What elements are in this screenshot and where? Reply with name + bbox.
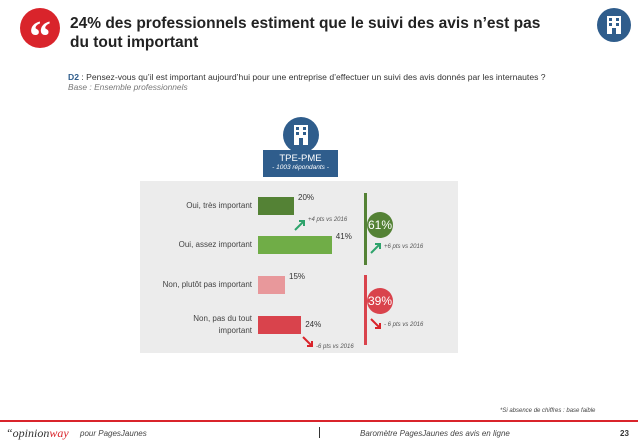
value-label: 41% xyxy=(335,232,352,241)
group-bracket xyxy=(364,275,367,345)
category-label: Oui, assez important xyxy=(178,240,252,249)
bar xyxy=(258,197,294,215)
category-label: Non, pas du tout important xyxy=(193,314,252,335)
trend-up-arrow xyxy=(294,220,305,231)
segment-subtitle: - 1003 répondants - xyxy=(272,164,329,171)
segment-title: TPE-PME xyxy=(279,153,322,164)
page-title: 24% des professionnels estiment que le s… xyxy=(70,15,541,51)
total-circle: 61% xyxy=(367,212,393,238)
trend-down-arrow xyxy=(370,318,381,329)
footer-separator xyxy=(319,427,320,438)
building-icon xyxy=(283,117,319,153)
total-evolution-label: +6 pts vs 2016 xyxy=(384,244,424,250)
opinionway-logo: “opinionway xyxy=(6,426,69,440)
evolution-label: +4 pts vs 2016 xyxy=(308,217,348,223)
value-label: 20% xyxy=(298,193,315,202)
question-code: D2 xyxy=(68,72,79,82)
footer-divider xyxy=(0,420,638,422)
category-label: Oui, très important xyxy=(186,201,252,210)
bar xyxy=(258,276,285,294)
evolution-label: -6 pts vs 2016 xyxy=(316,344,354,350)
study-name: Baromètre PagesJaunes des avis en ligne xyxy=(360,429,510,438)
question-body: : Pensez-vous qu’il est important aujour… xyxy=(79,72,546,82)
building-icon xyxy=(597,8,631,42)
segment-box: TPE-PME - 1003 répondants - xyxy=(263,150,338,177)
page-number: 23 xyxy=(620,429,629,438)
bar xyxy=(258,236,332,254)
footnote: *Si absence de chiffres : base faible xyxy=(500,408,596,414)
trend-down-arrow xyxy=(302,336,313,347)
quote-icon: “ xyxy=(20,8,60,61)
group-bracket xyxy=(364,193,367,265)
partner-text: pour PagesJaunes xyxy=(80,429,147,438)
trend-up-arrow xyxy=(370,243,381,254)
value-label: 15% xyxy=(289,272,306,281)
total-circle: 39% xyxy=(367,288,393,314)
bar xyxy=(258,316,302,334)
question-text: D2 : Pensez-vous qu’il est important auj… xyxy=(68,72,628,82)
total-evolution-label: - 6 pts vs 2016 xyxy=(384,322,424,328)
base-text: Base : Ensemble professionnels xyxy=(68,82,188,92)
category-label: Non, plutôt pas important xyxy=(162,280,252,289)
value-label: 24% xyxy=(305,320,322,329)
